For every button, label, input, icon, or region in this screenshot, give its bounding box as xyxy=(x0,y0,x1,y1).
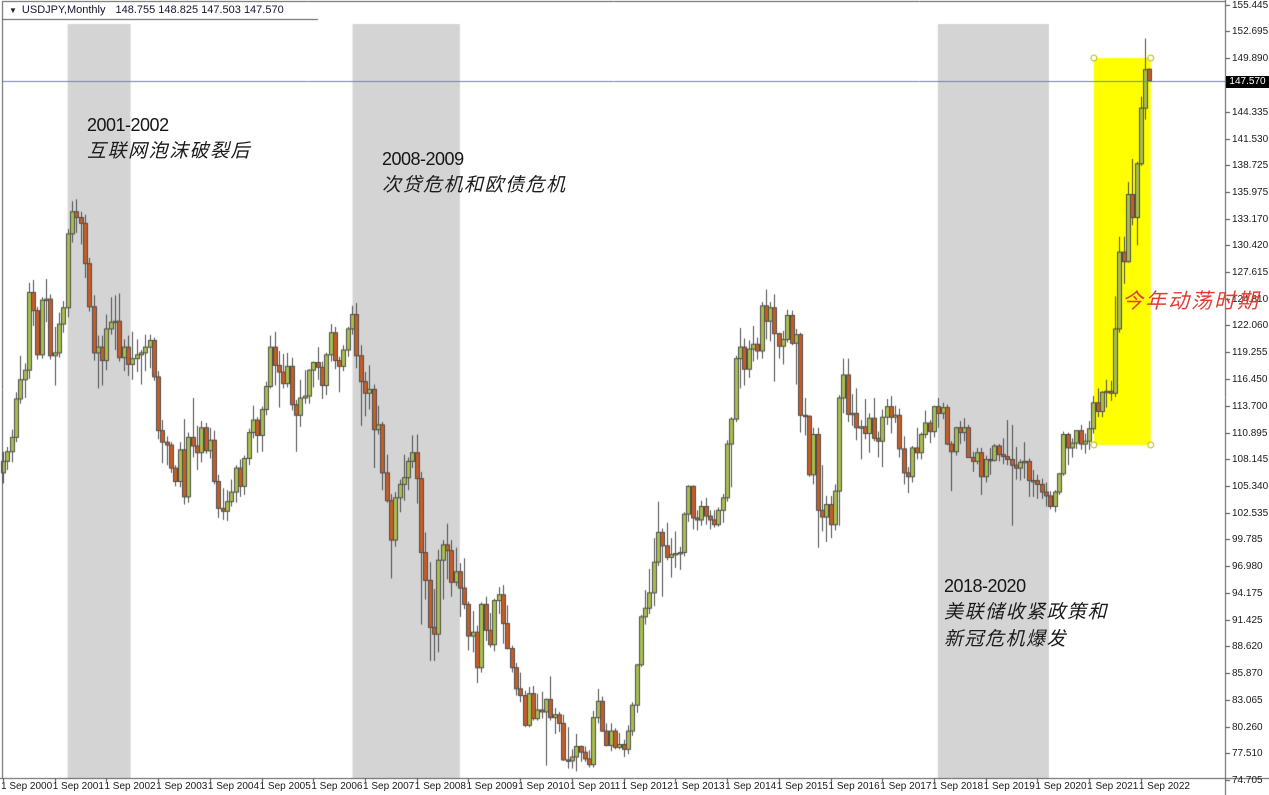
y-axis-price-label: 135.975 xyxy=(1232,186,1269,198)
annotation-text: 次贷危机和欧债危机 xyxy=(382,174,567,196)
y-axis-price-label: 94.175 xyxy=(1232,588,1263,600)
x-axis-date-label: 1 Sep 2018 xyxy=(931,781,984,792)
y-axis-price-label: 99.785 xyxy=(1232,534,1263,546)
x-axis-date-label: 1 Sep 2015 xyxy=(776,781,828,792)
crisis-annotation[interactable]: 2001-2002 互联网泡沫破裂后 xyxy=(87,112,251,165)
x-axis-date-label: 1 Sep 2004 xyxy=(207,781,260,792)
y-axis-price-label: 80.260 xyxy=(1232,721,1263,733)
y-axis-price-label: 83.065 xyxy=(1232,694,1263,706)
y-axis-price-label: 77.510 xyxy=(1232,748,1263,760)
x-axis-date-label: 1 Sep 2007 xyxy=(363,781,415,792)
y-axis-price-label: 113.700 xyxy=(1232,400,1268,412)
y-axis-price-label: 96.980 xyxy=(1232,561,1263,573)
y-axis-price-label: 127.615 xyxy=(1232,267,1269,279)
y-axis-price-label: 144.335 xyxy=(1232,106,1269,118)
x-axis-date-label: 1 Sep 2003 xyxy=(156,781,208,792)
annotation-years: 2018-2020 xyxy=(944,576,1026,596)
x-axis-date-label: 1 Sep 2002 xyxy=(104,781,156,792)
x-axis-date-label: 1 Sep 2001 xyxy=(52,781,104,792)
symbol-timeframe-label: USDJPY,Monthly xyxy=(21,4,106,16)
x-axis-date-label: 1 Sep 2008 xyxy=(414,781,466,792)
x-axis-date-label: 1 Sep 2013 xyxy=(673,781,725,792)
y-axis-price-label: 85.870 xyxy=(1232,667,1263,679)
annotation-years: 2001-2002 xyxy=(87,115,169,135)
x-axis-date-label: 1 Sep 2000 xyxy=(1,781,53,792)
y-axis-price-label: 102.535 xyxy=(1232,507,1269,519)
y-axis-price-label: 74.705 xyxy=(1232,775,1263,786)
y-axis-price-label: 124.810 xyxy=(1232,294,1269,306)
y-axis-price-label: 110.895 xyxy=(1232,427,1268,439)
annotation-years: 2008-2009 xyxy=(382,149,464,169)
y-axis-price-label: 91.425 xyxy=(1232,614,1263,626)
current-price-tag: 147.570 xyxy=(1226,75,1269,88)
y-axis-price-label: 116.450 xyxy=(1232,374,1268,386)
x-axis-date-label: 1 Sep 2010 xyxy=(518,781,570,792)
y-axis-price-label: 149.890 xyxy=(1232,53,1269,65)
symbol-dropdown-icon[interactable]: ▼ xyxy=(9,5,17,15)
y-axis-price-label: 105.340 xyxy=(1232,480,1269,492)
x-axis-date-label: 1 Sep 2014 xyxy=(725,781,777,792)
x-axis-date-label: 1 Sep 2022 xyxy=(1138,781,1190,792)
y-axis-price-label: 108.145 xyxy=(1232,454,1269,466)
annotation-text: 互联网泡沫破裂后 xyxy=(87,140,252,162)
x-axis-date-label: 1 Sep 2009 xyxy=(466,781,518,792)
y-axis-price-label: 141.530 xyxy=(1232,133,1269,145)
x-axis-date-label: 1 Sep 2021 xyxy=(1087,781,1139,792)
y-axis-price-label: 155.445 xyxy=(1232,0,1269,11)
y-axis-price-label: 138.725 xyxy=(1232,160,1269,172)
x-axis-date-label: 1 Sep 2019 xyxy=(983,781,1035,792)
x-axis-date-label: 1 Sep 2005 xyxy=(259,781,311,792)
crisis-annotation[interactable]: 2018-2020 美联储收紧政策和 新冠危机爆发 xyxy=(944,573,1108,653)
x-axis-date-label: 1 Sep 2017 xyxy=(880,781,932,792)
this-year-turbulence-note[interactable]: 今年动荡时期 xyxy=(1122,289,1260,313)
chart-title-bar: ▼ USDJPY,Monthly 148.755 148.825 147.503… xyxy=(9,3,284,17)
x-axis-date-label: 1 Sep 2016 xyxy=(828,781,880,792)
y-axis-price-label: 152.695 xyxy=(1232,26,1269,38)
y-axis-price-label: 122.060 xyxy=(1232,320,1269,332)
x-axis-date-label: 1 Sep 2011 xyxy=(569,781,621,792)
x-axis-date-label: 1 Sep 2012 xyxy=(621,781,673,792)
x-axis-date-label: 1 Sep 2006 xyxy=(311,781,363,792)
ohlc-readout: 148.755 148.825 147.503 147.570 xyxy=(115,4,284,16)
x-axis-date-label: 1 Sep 2020 xyxy=(1035,781,1087,792)
y-axis-price-label: 88.620 xyxy=(1232,641,1263,653)
y-axis-price-label: 119.255 xyxy=(1232,347,1268,359)
crisis-annotation[interactable]: 2008-2009 次贷危机和欧债危机 xyxy=(382,146,567,199)
y-axis-price-label: 133.170 xyxy=(1232,213,1269,225)
annotation-text: 新冠危机爆发 xyxy=(944,628,1068,650)
y-axis-price-label: 130.420 xyxy=(1232,240,1269,252)
annotation-text: 美联储收紧政策和 xyxy=(944,601,1109,623)
